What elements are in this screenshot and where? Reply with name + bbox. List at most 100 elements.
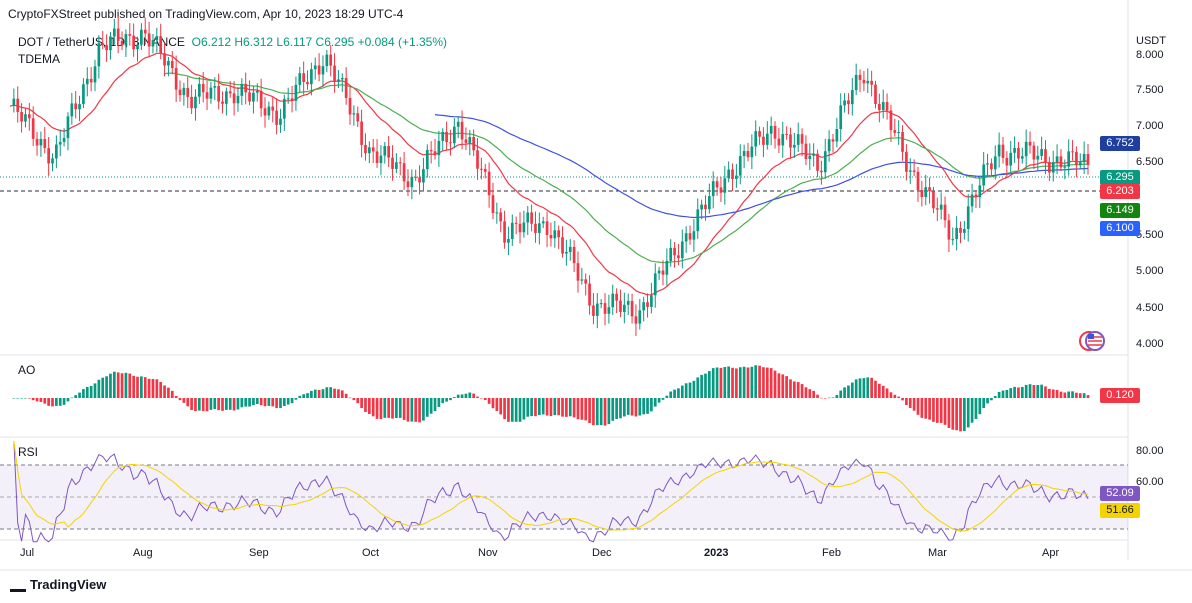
candle-body <box>1009 152 1013 166</box>
candle-body <box>39 138 43 146</box>
ao-bar <box>642 398 646 415</box>
candle-body <box>510 222 514 239</box>
candle-body <box>352 113 356 115</box>
ao-bar <box>885 388 889 398</box>
candle-body <box>514 222 518 224</box>
candle-body <box>1051 162 1055 173</box>
candle-body <box>178 89 182 96</box>
ao-bar <box>762 367 765 398</box>
candle-body <box>684 233 688 242</box>
ao-bar <box>696 377 700 398</box>
symbol-name[interactable]: DOT / TetherUS, 1D, BINANCE <box>18 35 185 49</box>
candle-body <box>870 80 873 85</box>
candle-body <box>410 176 414 188</box>
candles <box>12 16 1090 337</box>
ema-line <box>10 53 1088 294</box>
candle-body <box>375 151 379 163</box>
ao-bar <box>460 394 464 398</box>
candle-body <box>993 156 997 170</box>
ao-bar <box>151 379 155 398</box>
candle-body <box>835 129 839 142</box>
candle-body <box>476 150 479 169</box>
candle-body <box>750 146 754 158</box>
candle-body <box>379 155 383 163</box>
candle-body <box>147 33 151 47</box>
candle-body <box>746 151 750 158</box>
candle-body <box>611 293 615 308</box>
ao-bar <box>553 398 557 416</box>
ao-bar <box>367 398 371 415</box>
ao-bar <box>62 398 66 405</box>
ao-bar <box>310 390 313 398</box>
candle-body <box>1020 156 1024 159</box>
ao-bar <box>630 398 634 416</box>
candle-body <box>371 147 375 152</box>
candle-body <box>928 187 931 192</box>
ao-bar <box>750 366 754 398</box>
candle-body <box>595 303 599 316</box>
ao-bar <box>881 385 885 398</box>
symbol-legend: DOT / TetherUS, 1D, BINANCE O6.212 H6.31… <box>18 35 447 49</box>
footer-brand: TradingView <box>30 577 107 592</box>
candle-body <box>116 28 120 41</box>
ao-bar <box>209 398 213 410</box>
candle-body <box>217 86 220 102</box>
price-badge-red-ema: 6.203 <box>1100 184 1140 199</box>
candle-body <box>580 279 584 281</box>
us-flag-icon[interactable] <box>1079 331 1105 351</box>
ao-bar <box>282 398 286 406</box>
ao-bar <box>97 379 101 398</box>
ao-bar <box>31 398 35 401</box>
ao-bar <box>827 397 831 399</box>
candle-body <box>854 74 858 91</box>
candle-body <box>704 204 707 210</box>
ao-bar <box>638 398 642 416</box>
candle-body <box>472 136 476 151</box>
candle-body <box>487 171 491 196</box>
candle-body <box>878 104 881 111</box>
ao-bar <box>298 395 302 398</box>
candle-body <box>912 170 916 172</box>
candle-body <box>638 310 642 324</box>
ao-bar <box>221 398 224 411</box>
candle-body <box>445 131 448 143</box>
ohlc-low: L6.117 <box>276 35 313 49</box>
candle-body <box>650 295 653 307</box>
indicator-legend[interactable]: TDEMA <box>18 52 60 66</box>
ao-bar <box>433 398 437 412</box>
ao-bar <box>870 377 873 398</box>
ao-bar <box>715 367 719 398</box>
candle-body <box>259 90 263 109</box>
ao-bar <box>128 373 132 398</box>
ao-bar <box>456 394 460 398</box>
candle-body <box>908 170 912 172</box>
ao-bar <box>425 398 429 417</box>
ao-bar <box>1040 384 1043 398</box>
rsi-line <box>13 440 1089 543</box>
candle-body <box>986 163 989 165</box>
candle-body <box>847 100 850 105</box>
ao-bar <box>159 381 163 398</box>
candle-body <box>325 54 329 67</box>
tradingview-footer[interactable]: TradingView <box>10 577 107 593</box>
candle-body <box>89 78 93 83</box>
candle-body <box>124 34 128 46</box>
candle-body <box>140 29 143 45</box>
ao-bar <box>58 398 62 406</box>
ao-bar <box>248 398 251 407</box>
candle-body <box>955 227 958 240</box>
candle-body <box>228 91 232 94</box>
price-tick: 8.000 <box>1136 49 1164 61</box>
ema-line <box>435 115 1088 218</box>
candle-body <box>66 116 70 139</box>
ohlc-open: O6.212 <box>191 35 231 49</box>
candle-body <box>715 181 719 188</box>
ao-bar <box>634 398 638 417</box>
candle-body <box>522 222 526 233</box>
candle-body <box>947 220 951 240</box>
candle-body <box>337 79 340 82</box>
ao-bar <box>124 372 128 398</box>
rsi-line <box>13 440 1089 532</box>
ao-bar <box>773 370 777 398</box>
